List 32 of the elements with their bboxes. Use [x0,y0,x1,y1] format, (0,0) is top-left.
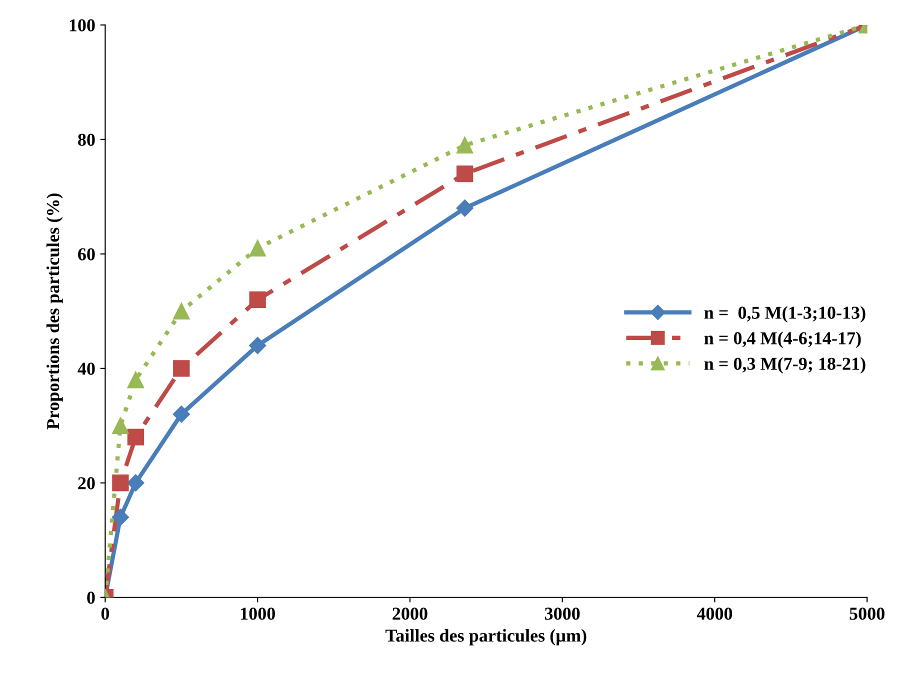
point [456,200,474,217]
y-axis-title: Proportions des particules (%) [46,194,63,430]
y-tick-label: 20 [78,477,95,490]
point [127,474,144,492]
point [172,406,190,423]
x-tick-label: 0 [101,608,110,620]
x-axis-title: Tailles des particules (µm) [386,629,586,646]
point [249,336,266,354]
y-tick-label: 0 [87,592,95,604]
point [127,372,144,388]
y-tick-label: 40 [78,362,95,375]
point [173,360,190,377]
x-tick-label: 1000 [240,608,275,620]
point [112,474,129,492]
point [456,136,474,154]
x-tick-label: 2000 [392,608,428,620]
point [456,165,474,182]
x-tick-label: 5000 [850,608,884,620]
legend-label: n = 0,4 M(4-6;14-17) [704,332,861,348]
y-tick-label: 60 [78,248,95,260]
x-tick-label: 4000 [696,608,732,620]
point [127,428,144,446]
x-tick-label: 3000 [544,608,580,620]
point [112,508,129,526]
point [249,291,266,308]
point [112,417,129,434]
y-tick-label: 80 [78,134,95,146]
legend-label: n = 0,3 M(7-9; 18-21) [704,357,866,374]
legend-label: n = 0,5 M(1-3;10-13) [704,306,866,323]
point [249,240,266,257]
y-tick-label: 100 [70,19,95,32]
point [173,302,190,320]
